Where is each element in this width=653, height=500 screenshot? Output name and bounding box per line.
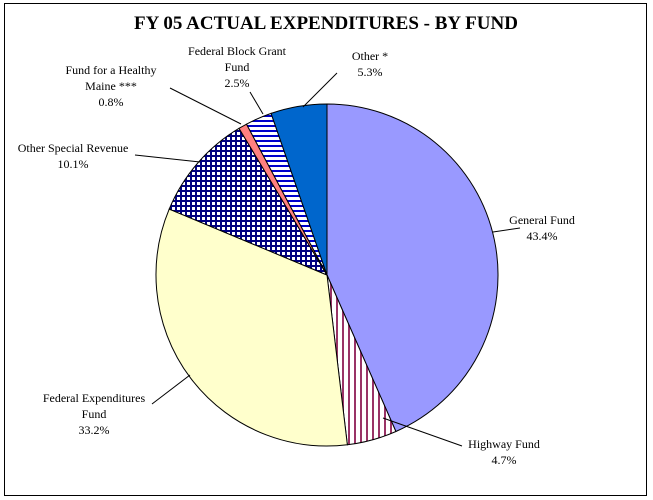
slice-label-2: Federal Expenditures Fund 33.2% <box>43 391 146 437</box>
slice-label-0: General Fund 43.4% <box>509 213 575 243</box>
slice-name-label: Maine *** <box>85 79 137 93</box>
slice-name-label: Fund for a Healthy <box>66 63 157 77</box>
chart-title: FY 05 ACTUAL EXPENDITURES - BY FUND <box>134 13 518 34</box>
slice-name-label: Other Special Revenue <box>18 141 129 155</box>
slice-label-3: Other Special Revenue 10.1% <box>18 141 129 171</box>
leader-line-4 <box>169 87 242 125</box>
leader-line-6 <box>302 72 338 108</box>
slice-name-label: Federal Expenditures <box>43 391 146 405</box>
leader-line-5 <box>249 91 264 115</box>
slice-value-label: 4.7% <box>492 453 517 467</box>
pie-slices <box>155 103 499 447</box>
pie-slice-2 <box>155 208 348 447</box>
slice-label-5: Federal Block Grant Fund 2.5% <box>188 44 287 90</box>
slice-labels: General Fund 43.4% Highway Fund 4.7% Federal… <box>18 44 575 467</box>
pie-slice-0 <box>326 103 499 433</box>
leader-line-3 <box>134 154 201 163</box>
slice-name-label: Other * <box>352 49 388 63</box>
slice-label-4: Fund for a Healthy Maine *** 0.8% <box>66 63 157 109</box>
leader-line-1 <box>382 417 463 447</box>
leader-line-2 <box>151 374 191 405</box>
slice-name-label: Federal Block Grant <box>188 44 287 58</box>
slice-name-label: General Fund <box>509 213 575 227</box>
slice-value-label: 43.4% <box>527 229 558 243</box>
slice-name-label: Highway Fund <box>468 437 540 451</box>
slice-value-label: 5.3% <box>358 65 383 79</box>
pie-slice-3 <box>168 127 329 277</box>
leader-lines <box>134 72 521 447</box>
slice-value-label: 10.1% <box>58 157 89 171</box>
slice-value-label: 0.8% <box>99 95 124 109</box>
slice-name-label: Fund <box>225 60 250 74</box>
slice-value-label: 33.2% <box>79 423 110 437</box>
leader-line-0 <box>492 227 521 233</box>
slice-label-1: Highway Fund 4.7% <box>468 437 540 467</box>
slice-label-6: Other * 5.3% <box>352 49 388 79</box>
pie-slice-6 <box>270 103 328 276</box>
slice-value-label: 2.5% <box>225 76 250 90</box>
slice-name-label: Fund <box>82 407 107 421</box>
